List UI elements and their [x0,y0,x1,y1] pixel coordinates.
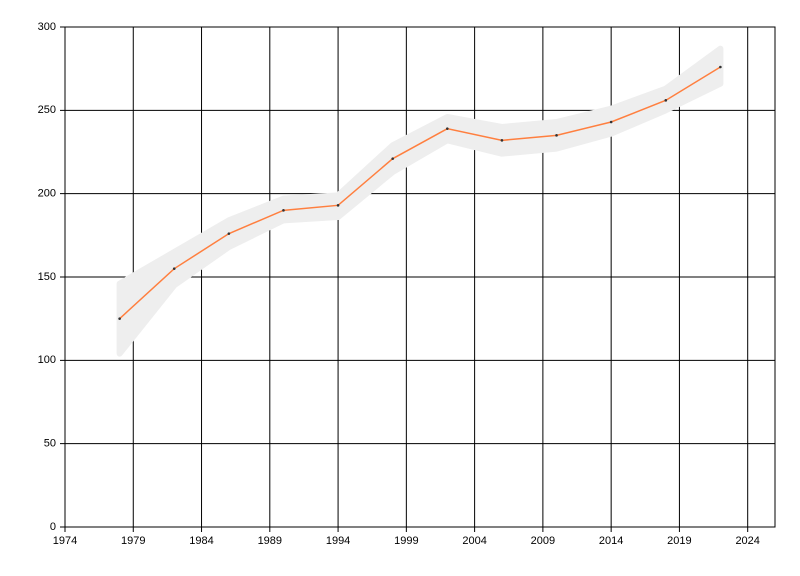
point [446,127,449,130]
y-tick-label: 250 [38,104,56,116]
y-tick-label: 0 [50,521,56,533]
y-tick-label: 300 [38,21,56,33]
point [118,317,121,320]
x-tick-label: 1989 [258,535,282,547]
confidence-band [116,45,724,357]
x-tick-label: 2024 [735,535,759,547]
x-tick-label: 1974 [53,535,77,547]
x-tick-label: 1999 [394,535,418,547]
point [719,65,722,69]
x-tick-label: 2014 [599,535,623,547]
point [227,232,231,235]
x-tick-label: 2009 [531,535,555,547]
point [609,120,613,124]
x-tick-label: 2019 [667,535,691,547]
y-tick-label: 150 [38,271,56,283]
x-tick-label: 1979 [121,535,145,547]
point [664,99,668,102]
x-tick-label: 2004 [462,535,486,547]
y-tick-label: 100 [38,354,56,366]
x-tick-label: 1994 [326,535,350,547]
point [172,267,176,270]
point [336,204,340,207]
point [391,157,394,160]
x-tick-label: 1984 [189,535,213,547]
y-tick-label: 50 [44,438,56,450]
point [555,134,558,137]
y-tick-label: 200 [38,188,56,200]
series-line [119,66,721,320]
point [282,209,285,212]
point [500,139,504,142]
